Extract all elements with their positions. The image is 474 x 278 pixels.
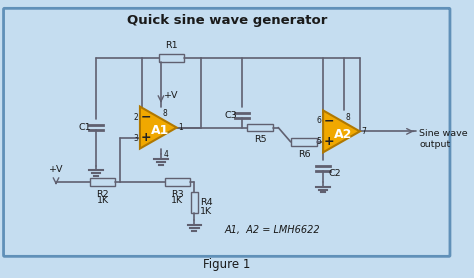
Text: 8: 8: [163, 110, 168, 118]
Text: C3: C3: [225, 111, 237, 120]
Bar: [159, 54, 184, 62]
Bar: [91, 178, 115, 186]
Text: A1,  A2 = LMH6622: A1, A2 = LMH6622: [225, 225, 320, 235]
Bar: [291, 138, 318, 146]
Text: R4: R4: [200, 198, 213, 207]
Text: 5: 5: [316, 137, 321, 147]
Bar: [191, 192, 198, 214]
Text: +V: +V: [164, 91, 178, 100]
Text: 6: 6: [316, 116, 321, 125]
Text: C1: C1: [79, 123, 91, 132]
Text: R1: R1: [165, 41, 178, 50]
Text: +: +: [140, 131, 151, 144]
Text: −: −: [324, 115, 334, 128]
Text: Sine wave
output: Sine wave output: [419, 130, 468, 149]
Text: C2: C2: [329, 169, 341, 178]
Text: 7: 7: [362, 127, 366, 136]
Text: +: +: [323, 135, 334, 148]
Bar: [247, 124, 273, 131]
Text: R5: R5: [254, 135, 266, 144]
Polygon shape: [323, 110, 360, 152]
Text: Quick sine wave generator: Quick sine wave generator: [127, 14, 327, 27]
Polygon shape: [140, 106, 177, 148]
FancyBboxPatch shape: [4, 8, 450, 256]
Text: R2: R2: [96, 190, 109, 198]
Text: 2: 2: [133, 113, 138, 121]
Text: 1: 1: [179, 123, 183, 132]
Text: 3: 3: [133, 133, 138, 143]
Text: A1: A1: [151, 124, 169, 137]
Text: +V: +V: [49, 165, 63, 174]
Text: R6: R6: [298, 150, 310, 158]
Text: −: −: [140, 111, 151, 124]
Text: A2: A2: [334, 128, 352, 141]
Bar: [165, 178, 190, 186]
Text: 1K: 1K: [200, 207, 212, 216]
Text: 8: 8: [346, 113, 351, 122]
Text: 4: 4: [164, 150, 169, 160]
Text: 1K: 1K: [171, 196, 183, 205]
Text: R3: R3: [171, 190, 183, 198]
Text: Figure 1: Figure 1: [203, 259, 250, 271]
Text: 1K: 1K: [97, 196, 109, 205]
